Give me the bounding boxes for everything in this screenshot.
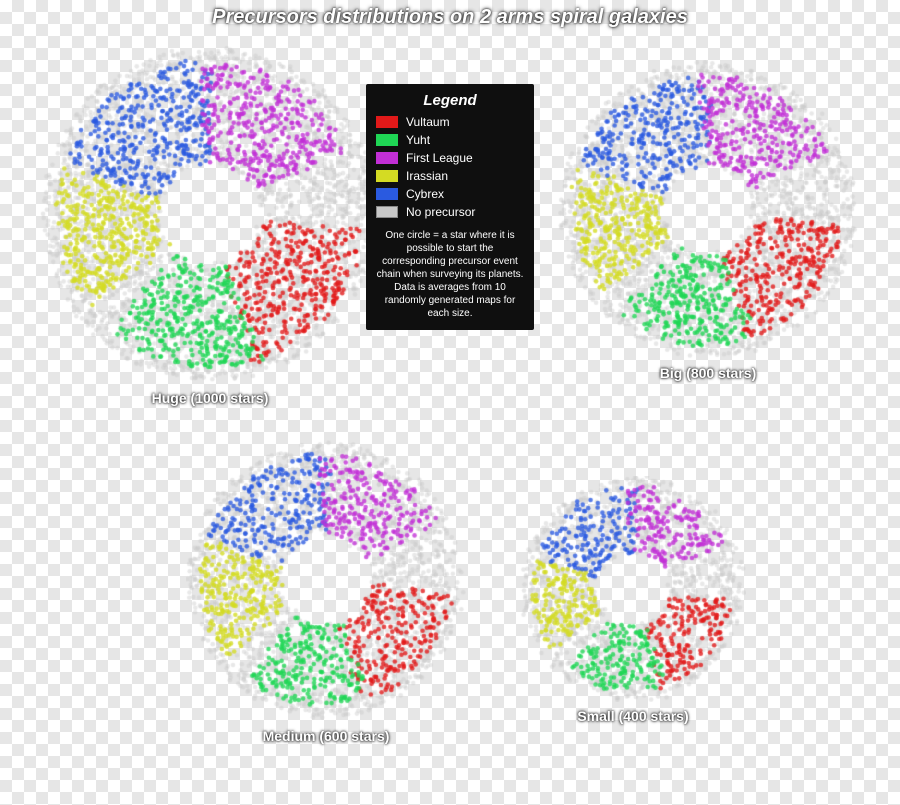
galaxy-canvas <box>558 60 858 360</box>
legend-label: No precursor <box>406 203 475 221</box>
legend-swatch <box>376 152 398 164</box>
galaxy-small: Small (400 stars) <box>520 476 746 730</box>
legend-box: Legend VultaumYuhtFirst LeagueIrassianCy… <box>366 84 534 330</box>
legend-row: Cybrex <box>376 185 524 203</box>
legend-swatch <box>376 206 398 218</box>
page-title: Precursors distributions on 2 arms spira… <box>0 6 900 29</box>
galaxy-canvas <box>186 440 466 720</box>
legend-swatch <box>376 116 398 128</box>
infographic-stage: Precursors distributions on 2 arms spira… <box>0 0 900 805</box>
legend-row: Yuht <box>376 131 524 149</box>
legend-row: Irassian <box>376 167 524 185</box>
legend-label: First League <box>406 149 473 167</box>
legend-label: Cybrex <box>406 185 444 203</box>
legend-label: Vultaum <box>406 113 450 131</box>
galaxy-huge: Huge (1000 stars) <box>40 44 380 412</box>
galaxy-caption: Medium (600 stars) <box>186 728 466 744</box>
legend-row: First League <box>376 149 524 167</box>
galaxy-caption: Small (400 stars) <box>520 708 746 724</box>
legend-items: VultaumYuhtFirst LeagueIrassianCybrexNo … <box>376 113 524 221</box>
galaxy-medium: Medium (600 stars) <box>186 440 466 748</box>
galaxy-canvas <box>520 476 746 702</box>
legend-swatch <box>376 188 398 200</box>
legend-title: Legend <box>376 92 524 109</box>
legend-label: Yuht <box>406 131 430 149</box>
galaxy-canvas <box>40 44 380 384</box>
galaxy-caption: Big (800 stars) <box>558 365 858 381</box>
galaxy-caption: Huge (1000 stars) <box>40 390 380 406</box>
legend-swatch <box>376 170 398 182</box>
legend-swatch <box>376 134 398 146</box>
legend-label: Irassian <box>406 167 448 185</box>
legend-row: Vultaum <box>376 113 524 131</box>
legend-row: No precursor <box>376 203 524 221</box>
galaxy-big: Big (800 stars) <box>558 60 858 388</box>
legend-note: One circle = a star where it is possible… <box>376 229 524 320</box>
